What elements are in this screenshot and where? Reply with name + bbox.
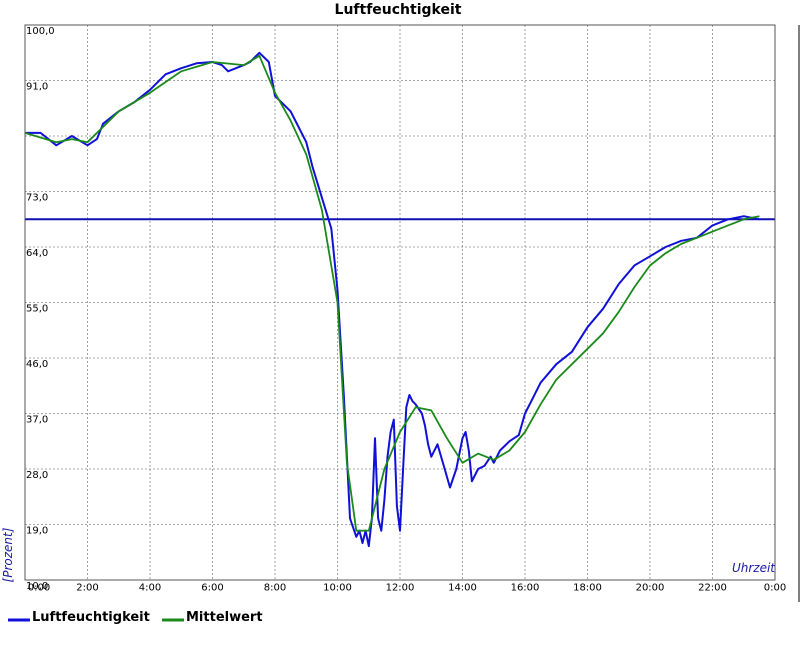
x-tick-label: 22:00 (698, 582, 727, 593)
y-tick-label: 100,0 (26, 26, 55, 37)
x-tick-label: 6:00 (201, 582, 223, 593)
legend-label: Luftfeuchtigkeit (32, 610, 150, 625)
y-tick-label: 19,0 (26, 526, 48, 537)
y-axis-ticks: 10,0 19,0 28,0 37,0 46,0 55,0 64,0 73,0 91,0 100,… (26, 26, 55, 592)
legend-label: Mittelwert (186, 610, 263, 625)
series-lines (24, 51, 760, 548)
x-axis-ticks: 0:00 2:00 4:00 6:00 8:00 10:00 12:00 14:00 16:00… (28, 582, 786, 593)
x-tick-label: 0:00 (764, 582, 786, 593)
y-tick-label: 73,0 (26, 193, 48, 204)
x-tick-label: 2:00 (76, 582, 98, 593)
y-tick-label: 91,0 (26, 82, 48, 93)
y-axis-label: [Prozent] (1, 527, 15, 582)
x-tick-label: 14:00 (448, 582, 477, 593)
plot-frame (24, 24, 776, 581)
x-tick-label: 0:00 (28, 582, 50, 593)
x-tick-label: 8:00 (264, 582, 286, 593)
y-tick-label: 46,0 (26, 359, 48, 370)
x-tick-label: 16:00 (511, 582, 540, 593)
series-line-mittelwert (24, 54, 760, 532)
chart-title: Luftfeuchtigkeit (335, 2, 462, 18)
series-line-luftfeuchtigkeit (25, 51, 760, 548)
x-tick-label: 12:00 (386, 582, 415, 593)
y-tick-label: 55,0 (26, 304, 48, 315)
y-tick-label: 64,0 (26, 248, 48, 259)
y-tick-label: 37,0 (26, 415, 48, 426)
x-axis-label: Uhrzeit (732, 561, 776, 575)
y-tick-label: 28,0 (26, 470, 48, 481)
x-tick-label: 4:00 (139, 582, 161, 593)
grid (25, 25, 775, 580)
x-tick-label: 10:00 (323, 582, 352, 593)
x-tick-label: 18:00 (573, 582, 602, 593)
legend: Luftfeuchtigkeit Mittelwert (8, 610, 263, 625)
y-tick-label: 10,0 (26, 581, 48, 592)
x-tick-label: 20:00 (636, 582, 665, 593)
